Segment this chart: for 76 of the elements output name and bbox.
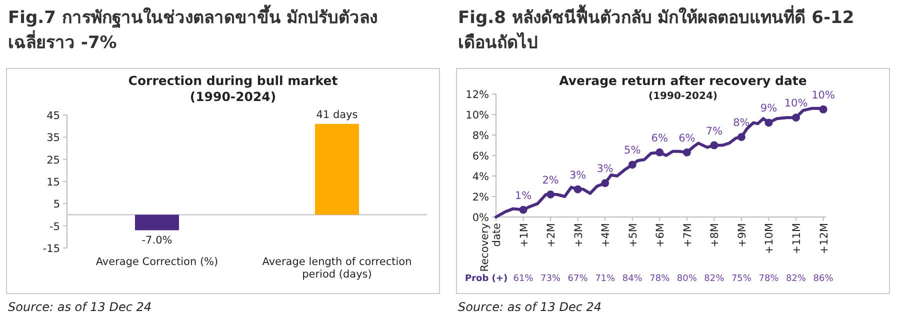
y-tick-label: -5 [50, 220, 60, 233]
x-tick-label: Average length of correction period (days) [262, 256, 412, 281]
text: 80% [676, 274, 698, 284]
text: 82% [786, 274, 806, 284]
data-label: 3% [569, 169, 586, 182]
y-tick-label: 15 [46, 176, 60, 188]
y-tick-label: 5 [53, 198, 60, 211]
y-tick-label: 2% [472, 192, 490, 204]
point [656, 148, 664, 156]
x-tick-label: +3M [572, 223, 585, 248]
x-tick-label: +1M [518, 223, 530, 248]
x-tick-label: +9M [736, 223, 748, 248]
data-label: 9% [760, 102, 778, 115]
x-tick-label: +10M [764, 223, 776, 254]
text: Prob (+) [465, 274, 508, 284]
x-tick-label: +12M [818, 223, 830, 254]
x-tick-label: Recovery date [479, 223, 503, 272]
point [601, 179, 610, 188]
data-label: 10% [812, 89, 835, 102]
y-tick-label: 6% [472, 150, 490, 162]
data-label: 8% [733, 117, 750, 130]
text: 78% [758, 274, 780, 284]
y-tick-label: -15 [42, 243, 60, 255]
source-note: Source: as of 13 Dec 24 [458, 300, 602, 314]
y-tick-label: 25 [46, 154, 60, 166]
y-tick-label: 0% [472, 212, 490, 224]
x-tick-label: Average Correction (%) [96, 256, 218, 268]
data-label: 41 days [316, 108, 358, 121]
chart-subtitle: Correction during bull market [128, 73, 338, 88]
text: 86% [813, 274, 834, 284]
y-tick-label: 12% [466, 89, 490, 101]
data-label: 10% [784, 98, 808, 110]
chart-subtitle: Average return after recovery date [559, 73, 807, 88]
data-label: 1% [514, 190, 532, 202]
text: 78% [650, 274, 670, 284]
x-tick-label: +4M [600, 223, 612, 248]
y-tick-label: 35 [46, 132, 60, 144]
data-label: 3% [596, 163, 614, 176]
chart-title: Fig.8 หลังดัชนีฟื้นตัวกลับ มักให้ผลตอบแทนที่ดี 6-12 เดือนถัดไป [458, 6, 856, 55]
text: 84% [622, 274, 643, 284]
y-tick-label: 4% [472, 171, 490, 183]
y-tick-label: 45 [46, 110, 60, 122]
point [628, 160, 636, 169]
x-tick-label: +6M [654, 223, 667, 248]
text: 73% [540, 274, 561, 284]
point [764, 118, 773, 127]
data-label: 2% [542, 174, 559, 186]
x-tick-label: +11M [791, 223, 803, 254]
data-label: 7% [706, 125, 723, 138]
point [792, 114, 800, 122]
point [519, 206, 528, 214]
data-label: -7.0% [142, 234, 172, 246]
y-tick-label: 10% [466, 110, 490, 122]
source-note: Source: as of 13 Dec 24 [8, 300, 152, 314]
text: 82% [704, 274, 725, 284]
point [682, 148, 691, 156]
point [574, 185, 582, 194]
text: 61% [513, 274, 534, 284]
x-tick-label: +5M [627, 223, 640, 248]
text: 75% [731, 274, 752, 284]
x-tick-label: +2M [546, 223, 558, 248]
annotation: (1990-2024) [648, 91, 718, 102]
text: 71% [595, 274, 616, 284]
data-label: 6% [678, 132, 696, 144]
y-tick-label: 8% [472, 130, 490, 142]
text: (1990-2024) [190, 89, 276, 104]
text: 67% [568, 274, 588, 284]
x-tick-label: +8M [709, 223, 722, 248]
data-label: 6% [651, 132, 668, 144]
x-tick-label: +7M [682, 223, 694, 248]
point [710, 141, 718, 150]
point [737, 133, 746, 142]
chart-title: Fig.7 การพักฐานในช่วงตลาดขาขึ้น มักปรับตัวลงเฉลี่ยราว -7% [8, 6, 379, 55]
point [819, 105, 828, 114]
point [546, 190, 555, 198]
data-label: 5% [624, 144, 641, 157]
